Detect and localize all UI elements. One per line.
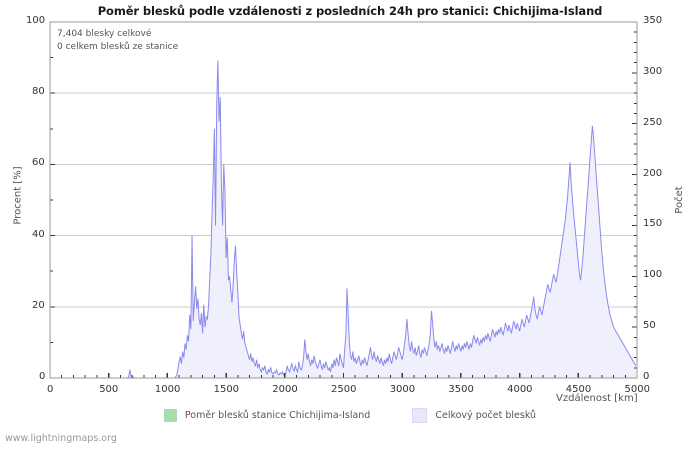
axis-tick-label: 100 (643, 269, 663, 281)
chart-legend: Poměr blesků stanice Chichijima-Island C… (0, 408, 700, 423)
annotation-station-strokes: 0 celkem blesků ze stanice (57, 42, 179, 52)
axis-tick-label: 4500 (565, 384, 592, 395)
legend-item-station-ratio: Poměr blesků stanice Chichijima-Island (163, 409, 371, 422)
grid-lines (50, 92, 637, 308)
annotation-total-strokes: 7,404 blesky celkové (57, 29, 152, 39)
axis-tick-label: 1000 (154, 384, 181, 395)
axis-tick-label: 80 (32, 86, 45, 98)
axis-tick-label: 0 (643, 371, 650, 382)
legend-item-total-count: Celkový počet blesků (412, 408, 536, 423)
axis-tick-label: 2500 (331, 384, 357, 395)
legend-swatch-total-count (412, 408, 428, 423)
axis-tick-label: 2000 (272, 384, 298, 395)
axis-tick-label: 50 (643, 320, 656, 332)
legend-label-total-count: Celkový počet blesků (435, 410, 537, 421)
axis-tick-label: 350 (643, 15, 663, 26)
axis-tick-label: 0 (39, 371, 46, 382)
axis-tick-label: 20 (32, 299, 45, 311)
data-series-total-count (50, 60, 637, 379)
axis-tick-label: 60 (32, 157, 45, 169)
axis-tick-label: 150 (643, 218, 663, 230)
legend-label-station-ratio: Poměr blesků stanice Chichijima-Island (184, 410, 371, 421)
page-title: Poměr blesků podle vzdálenosti z posledn… (97, 4, 603, 18)
x-axis-label: Vzdálenost [km] (556, 393, 638, 404)
axis-tick-label: 300 (643, 65, 663, 77)
axis-tick-label: 100 (26, 15, 46, 26)
axis-tick-label: 5000 (624, 384, 650, 395)
axis-tick-label: 3500 (448, 384, 474, 395)
legend-swatch-station-ratio (163, 409, 177, 422)
axis-tick-label: 0 (47, 384, 54, 395)
axis-tick-label: 200 (643, 167, 663, 179)
footer-site-url: www.lightningmaps.org (5, 433, 117, 444)
axis-tick-label: 4000 (507, 384, 533, 395)
axis-tick-label: 250 (643, 116, 663, 128)
axis-tick-label: 3000 (389, 384, 416, 395)
plot-frame (49, 21, 638, 379)
axis-tick-label: 1500 (213, 384, 240, 395)
axis-tick-label: 40 (32, 228, 45, 240)
axis-tick-label: 500 (99, 384, 119, 395)
